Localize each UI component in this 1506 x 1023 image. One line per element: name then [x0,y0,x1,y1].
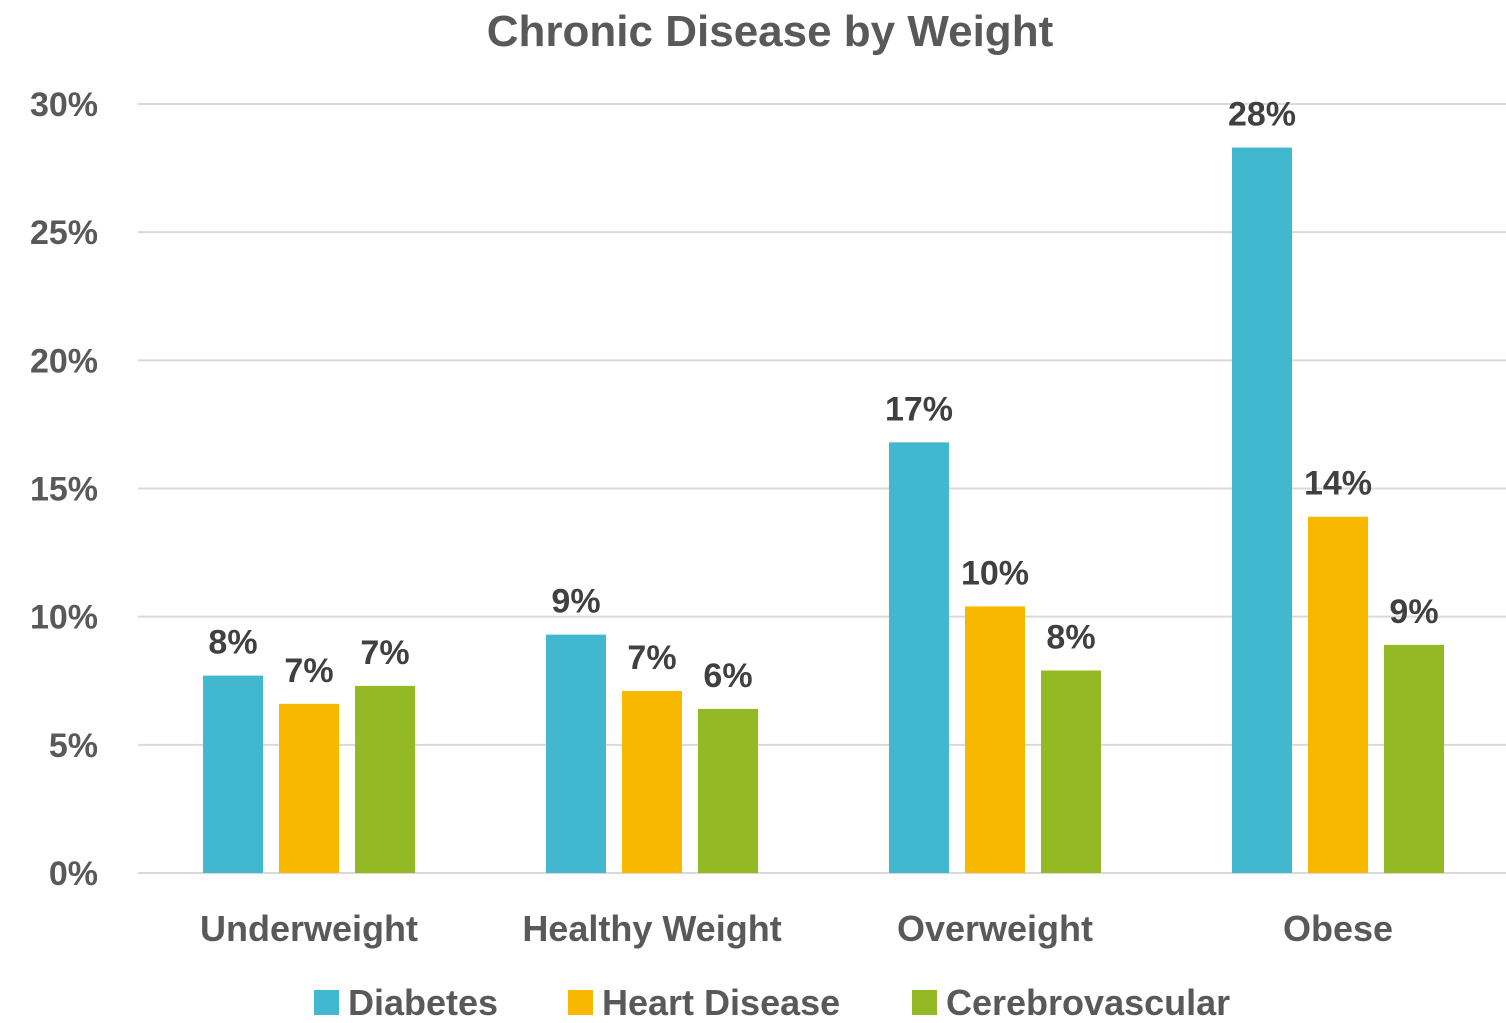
legend-label: Cerebrovascular [946,982,1230,1023]
bar [622,691,682,873]
data-label: 8% [1046,618,1095,656]
bars [203,147,1444,873]
y-axis-ticks: 0% 5% 10% 15% 20% 25% 30% [30,86,98,893]
bar [889,442,949,873]
y-tick-label: 25% [30,214,98,252]
legend-label: Heart Disease [602,982,840,1023]
bar [203,675,263,873]
data-label: 7% [627,639,676,677]
bar [965,606,1025,873]
data-label: 17% [885,390,953,428]
y-tick-label: 15% [30,471,98,509]
legend-label: Diabetes [348,982,498,1023]
x-tick-label: Underweight [200,908,418,949]
x-tick-label: Obese [1283,908,1393,949]
gridlines [138,103,1506,874]
y-tick-label: 0% [49,855,98,893]
bar [698,708,758,873]
y-tick-label: 5% [49,727,98,765]
data-label: 6% [703,657,752,695]
data-label: 14% [1304,465,1372,503]
data-label: 8% [208,624,257,662]
y-tick-label: 20% [30,342,98,380]
data-labels: 8% 9% 17% 28% 7% 7% 10% 14% 7% 6% 8% 9% [208,96,1438,695]
bar [1384,644,1444,873]
x-tick-label: Overweight [897,908,1093,949]
legend-swatch [314,990,339,1015]
y-tick-label: 10% [30,599,98,637]
data-label: 7% [284,652,333,690]
x-tick-label: Healthy Weight [522,908,781,949]
data-label: 10% [961,554,1029,592]
data-label: 28% [1228,96,1296,134]
bar [1308,516,1368,873]
bar [1041,670,1101,873]
data-label: 7% [360,634,409,672]
chart-title: Chronic Disease by Weight [487,7,1054,56]
bar [279,703,339,873]
y-tick-label: 30% [30,86,98,124]
legend-swatch [568,990,593,1015]
bar [1232,147,1292,873]
legend: Diabetes Heart Disease Cerebrovascular [314,982,1230,1023]
legend-swatch [912,990,937,1015]
bar [355,685,415,873]
x-axis-ticks: Underweight Healthy Weight Overweight Obese [200,908,1393,949]
data-label: 9% [551,583,600,621]
data-label: 9% [1389,593,1438,631]
bar [546,634,606,873]
